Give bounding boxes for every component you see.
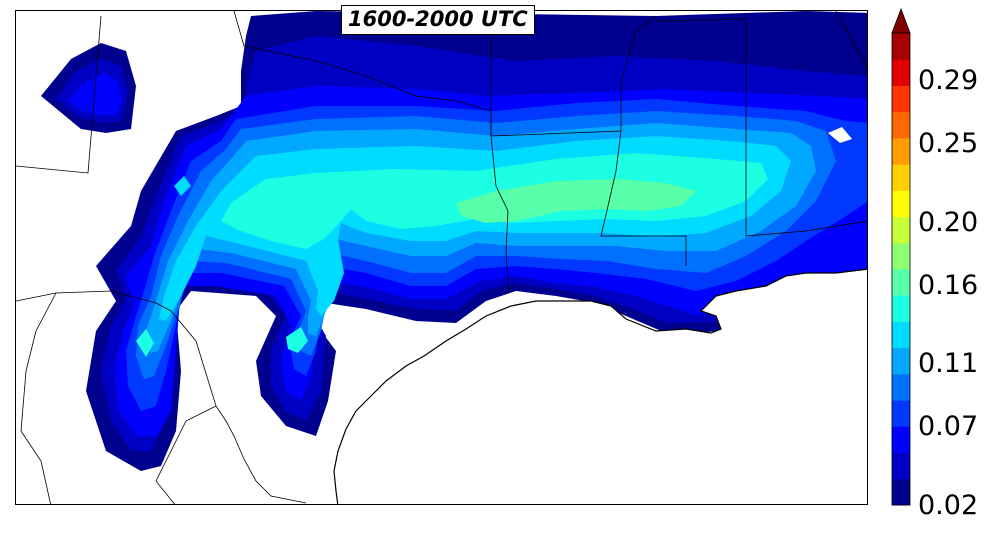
border-mexico-3 [155, 405, 217, 504]
colorbar-segment [892, 295, 910, 322]
colorbar-tick-label: 0.16 [918, 269, 979, 301]
borders [16, 11, 867, 504]
colorbar-tick-label: 0.25 [918, 128, 979, 160]
colorbar-segment [892, 373, 910, 401]
colorbar-extend-arrow [891, 8, 911, 34]
colorbar-segment [892, 59, 910, 86]
colorbar-segment [892, 111, 910, 139]
colorbar-segment [892, 347, 910, 375]
contour-hole-east [828, 127, 852, 143]
colorbar-segment [892, 400, 910, 427]
border-north-3 [835, 11, 867, 69]
colorbar-frame [891, 32, 911, 506]
colorbar-segment [892, 478, 910, 506]
border-mexico-2 [20, 292, 57, 504]
colorbar-segment [892, 321, 910, 349]
contour-level-3-west [68, 73, 122, 115]
border-west-1 [16, 15, 102, 174]
gulf-of-mexico [333, 268, 867, 504]
colorbar-tick-label: 0.29 [918, 65, 979, 97]
colorbar-tick-label: 0.02 [918, 490, 979, 521]
colorbar-segment [892, 137, 910, 165]
contour-level-8-small-2 [136, 329, 154, 357]
colorbar-segment [892, 452, 910, 480]
precipitation-map [16, 11, 867, 504]
colorbar-segment [892, 426, 910, 454]
map-panel [15, 10, 868, 505]
border-ar-la [490, 135, 510, 294]
map-title: 1600-2000 UTC [341, 5, 535, 35]
border-ms-river [600, 130, 687, 266]
colorbar-tick-label: 0.07 [918, 411, 979, 443]
contour-field [41, 11, 867, 471]
colorbar-segment [892, 164, 910, 191]
colorbar [891, 8, 911, 506]
contour-level-7-small [174, 176, 191, 196]
border-north-1 [490, 11, 657, 137]
border-west-2 [233, 11, 492, 136]
colorbar-segment [892, 269, 910, 296]
contour-level-9 [456, 179, 696, 223]
border-north-2 [655, 18, 747, 206]
colorbar-segment [892, 216, 910, 244]
border-la-ms [745, 206, 867, 237]
contour-level-8-small-1 [286, 327, 308, 353]
colorbar-segment [892, 33, 910, 60]
colorbar-segment [892, 85, 910, 113]
colorbar-tick-label: 0.20 [918, 206, 979, 238]
colorbar-segment [892, 190, 910, 218]
colorbar-tick-label: 0.11 [918, 348, 979, 380]
colorbar-segment [892, 242, 910, 270]
